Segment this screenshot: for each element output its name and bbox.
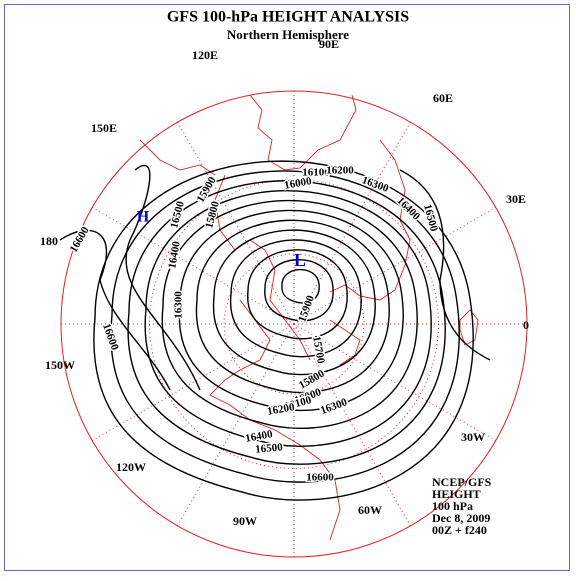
meridian: [177, 323, 295, 527]
longitude-label: 120W: [116, 460, 146, 474]
meridian: [293, 323, 497, 441]
info-line: HEIGHT: [432, 487, 481, 501]
contour-label: 16300: [319, 396, 349, 417]
longitude-label: 60E: [433, 91, 453, 105]
longitude-label: 30W: [461, 430, 485, 444]
contour: [247, 249, 348, 340]
contour: [127, 180, 446, 465]
contour-label: 16300: [173, 291, 185, 319]
contour: [93, 160, 474, 501]
longitude-label: 150E: [91, 121, 117, 135]
contour: [281, 268, 320, 304]
contour-label: 16600: [306, 472, 334, 484]
latitude-circle: [223, 253, 365, 395]
info-line: 100 hPa: [432, 499, 473, 513]
longitude-label: 0: [523, 318, 529, 332]
coastlines: [139, 94, 479, 541]
contour-label: 16500: [255, 441, 284, 455]
contour: [178, 209, 404, 412]
meridian: [293, 121, 411, 325]
frame: [4, 4, 570, 571]
longitude-label: 30E: [506, 192, 526, 206]
contour: [110, 170, 460, 483]
contours: [93, 160, 474, 501]
contour-label: 16600: [100, 322, 121, 352]
contour: [264, 259, 334, 322]
meridian: [293, 323, 411, 527]
contour: [212, 229, 376, 376]
contour: [229, 239, 362, 358]
contour-label: 16600: [68, 224, 92, 254]
info-line: 00Z + f240: [432, 523, 487, 537]
contour: [161, 199, 418, 429]
contour-outer: [125, 164, 201, 391]
longitude-label: 180: [40, 234, 58, 248]
info-line: Dec 8, 2009: [432, 511, 490, 525]
info-line: NCEP/GFS: [432, 475, 492, 489]
contour-label: 16200: [326, 165, 354, 177]
longitude-label: 90E: [319, 37, 339, 51]
contour-label: 15700: [310, 335, 327, 365]
graticule: [60, 90, 528, 558]
contour-outer: [399, 169, 491, 361]
high-center: H: [137, 209, 150, 226]
longitude-label: 60W: [358, 503, 382, 517]
subtitle: Northern Hemisphere: [227, 27, 349, 42]
meridian: [91, 207, 295, 325]
contour-label: 16400: [166, 240, 183, 270]
longitude-label: 150W: [45, 358, 75, 372]
meridian: [177, 121, 295, 325]
title: GFS 100-hPa HEIGHT ANALYSIS: [167, 9, 409, 26]
low-center: L: [294, 250, 306, 270]
longitude-label: 90W: [233, 514, 257, 528]
meridian: [293, 207, 497, 325]
meridian: [91, 323, 295, 441]
contour-outer: [59, 229, 171, 391]
contour-label: 16100: [302, 167, 330, 179]
longitude-label: 120E: [192, 48, 218, 62]
contour-label: 16200: [266, 401, 296, 418]
contour: [195, 219, 390, 394]
contour: [144, 190, 432, 447]
